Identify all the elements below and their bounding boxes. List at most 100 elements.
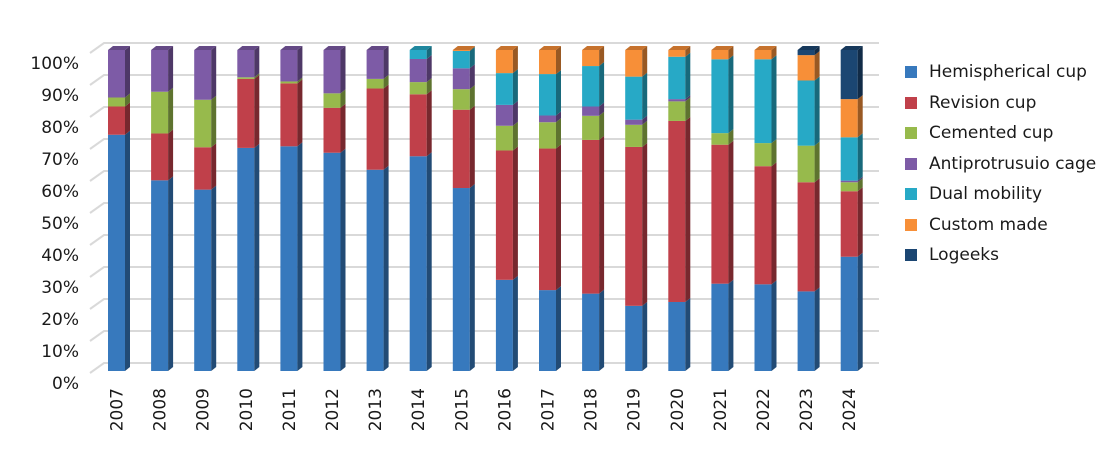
y-tick-label: 60% <box>41 182 79 202</box>
legend-item: Custom made <box>905 210 1096 241</box>
bar-segment <box>840 50 858 100</box>
bar-segment <box>409 58 427 83</box>
x-tick-label: 2022 <box>754 388 774 431</box>
bar-segment <box>840 137 858 181</box>
gridline <box>89 330 879 342</box>
bar-segment-side <box>685 46 691 57</box>
bar-segment <box>237 147 255 371</box>
bar-top-face <box>495 46 518 50</box>
bar-top-face <box>108 46 130 50</box>
bar-segment <box>237 77 255 79</box>
bar-segment <box>108 50 125 98</box>
legend-swatch <box>905 157 917 170</box>
bar-segment-side <box>771 280 777 371</box>
bar-segment-side <box>642 72 648 120</box>
legend-label: Custom made <box>929 214 1048 235</box>
bar-segment <box>280 146 298 371</box>
bar-segment <box>625 50 643 77</box>
bar-segment-side <box>211 185 217 371</box>
bar-segment <box>711 283 729 371</box>
bar-segment <box>840 182 858 192</box>
bar-segment-side <box>771 55 777 144</box>
bar-segment <box>194 189 212 371</box>
bar-segment-side <box>599 289 605 371</box>
bar-stack-2010 <box>237 46 260 371</box>
legend-label: Cemented cup <box>929 123 1054 144</box>
bar-segment <box>539 50 556 75</box>
bar-segment-side <box>512 46 518 74</box>
bar-top-face <box>280 46 303 50</box>
bar-segment <box>194 99 212 148</box>
bar-segment-side <box>211 95 217 148</box>
bar-segment <box>108 134 125 371</box>
bar-top-face <box>625 46 648 50</box>
bar-segment-side <box>469 184 475 371</box>
bar-segment-side <box>599 62 605 107</box>
bar-segment-side <box>642 142 648 306</box>
bar-segment-side <box>814 178 820 292</box>
bar-stack-2023 <box>797 46 820 371</box>
bar-segment <box>452 50 470 51</box>
bar-segment-side <box>857 187 863 257</box>
bar-segment <box>797 145 815 183</box>
x-tick-label: 2012 <box>323 388 343 431</box>
bar-segment <box>495 150 513 280</box>
y-tick-label: 90% <box>41 86 79 106</box>
bar-segment <box>108 97 125 107</box>
bar-segment-side <box>857 252 863 371</box>
bar-segment <box>409 50 427 59</box>
bar-segment-side <box>599 111 605 140</box>
bar-segment-side <box>340 148 346 371</box>
bar-segment-side <box>728 129 734 145</box>
bar-segment <box>539 115 556 123</box>
bar-segment-side <box>556 286 561 371</box>
bar-segment-side <box>426 152 432 371</box>
bar-segment <box>495 125 513 151</box>
bar-segment-side <box>642 301 648 371</box>
bar-segment-side <box>211 143 217 190</box>
bar-segment <box>582 66 600 107</box>
bar-segment <box>668 50 686 57</box>
gridline <box>89 266 879 278</box>
bar-segment-side <box>125 102 130 135</box>
bar-segment-side <box>469 85 475 110</box>
bar-segment <box>582 293 600 371</box>
bar-segment <box>280 50 298 82</box>
bar-segment <box>625 305 643 371</box>
bar-segment <box>668 56 686 100</box>
bar-stack-2024 <box>840 46 863 371</box>
bar-segment <box>668 99 686 102</box>
x-tick-label: 2015 <box>452 388 472 431</box>
bar-segment-side <box>168 176 174 371</box>
legend-swatch <box>905 127 917 140</box>
bar-segment-side <box>512 69 518 105</box>
legend-swatch <box>905 249 917 262</box>
gridline <box>89 42 879 54</box>
bar-top-face <box>668 46 691 50</box>
bar-segment-side <box>685 97 691 121</box>
y-tick-label: 0% <box>52 374 79 394</box>
bar-segment-side <box>642 120 648 147</box>
legend-item: Antiprotrusuio cage <box>905 149 1096 180</box>
gridline <box>89 74 879 86</box>
bar-segment-side <box>857 178 863 192</box>
bar-stack-2009 <box>194 46 217 371</box>
bar-segment-side <box>297 77 303 84</box>
x-tick-label: 2007 <box>108 388 128 431</box>
bar-segment <box>539 122 556 149</box>
bar-segment-side <box>599 46 605 67</box>
legend-item: Dual mobility <box>905 179 1096 210</box>
bar-segment <box>754 59 772 144</box>
bar-segment <box>539 290 556 371</box>
bar-segment <box>625 76 643 120</box>
bar-segment-side <box>254 143 260 371</box>
bar-segment-side <box>297 142 303 371</box>
bar-segment <box>840 99 858 138</box>
gridline <box>89 138 879 150</box>
bar-segment-side <box>340 46 346 94</box>
bar-segment-side <box>512 121 518 151</box>
bar-segment <box>754 284 772 371</box>
bar-top-face <box>366 46 389 50</box>
bar-segment <box>668 120 686 302</box>
bar-segment-side <box>512 275 518 371</box>
